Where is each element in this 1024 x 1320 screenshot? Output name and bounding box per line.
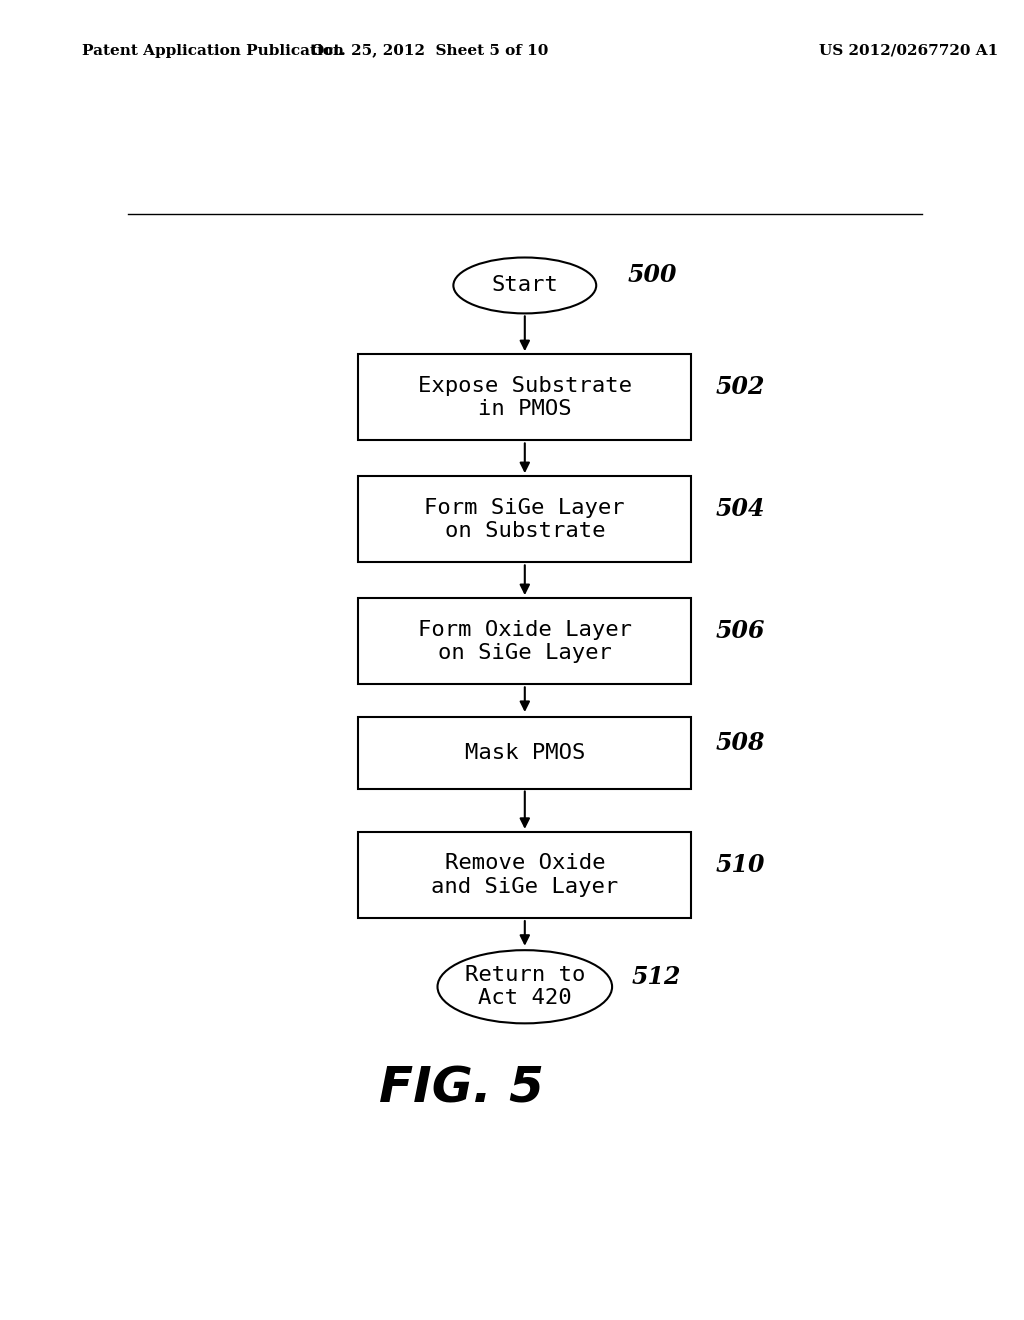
Ellipse shape <box>454 257 596 313</box>
Ellipse shape <box>437 950 612 1023</box>
FancyBboxPatch shape <box>358 354 691 441</box>
Text: 504: 504 <box>715 498 765 521</box>
Text: 506: 506 <box>715 619 765 643</box>
Text: Oct. 25, 2012  Sheet 5 of 10: Oct. 25, 2012 Sheet 5 of 10 <box>311 44 549 58</box>
Text: Patent Application Publication: Patent Application Publication <box>82 44 344 58</box>
Text: 508: 508 <box>715 731 765 755</box>
FancyBboxPatch shape <box>358 832 691 919</box>
FancyBboxPatch shape <box>358 718 691 788</box>
Text: Mask PMOS: Mask PMOS <box>465 743 585 763</box>
Text: Remove Oxide
and SiGe Layer: Remove Oxide and SiGe Layer <box>431 853 618 896</box>
Text: Return to
Act 420: Return to Act 420 <box>465 965 585 1008</box>
Text: 500: 500 <box>628 263 678 288</box>
Text: 502: 502 <box>715 375 765 399</box>
Text: Form SiGe Layer
on Substrate: Form SiGe Layer on Substrate <box>425 498 625 541</box>
FancyBboxPatch shape <box>358 477 691 562</box>
Text: Start: Start <box>492 276 558 296</box>
Text: FIG. 5: FIG. 5 <box>379 1064 544 1113</box>
Text: US 2012/0267720 A1: US 2012/0267720 A1 <box>819 44 998 58</box>
Text: 510: 510 <box>715 853 765 876</box>
Text: Expose Substrate
in PMOS: Expose Substrate in PMOS <box>418 376 632 418</box>
FancyBboxPatch shape <box>358 598 691 684</box>
Text: Form Oxide Layer
on SiGe Layer: Form Oxide Layer on SiGe Layer <box>418 619 632 663</box>
Text: 512: 512 <box>632 965 681 989</box>
